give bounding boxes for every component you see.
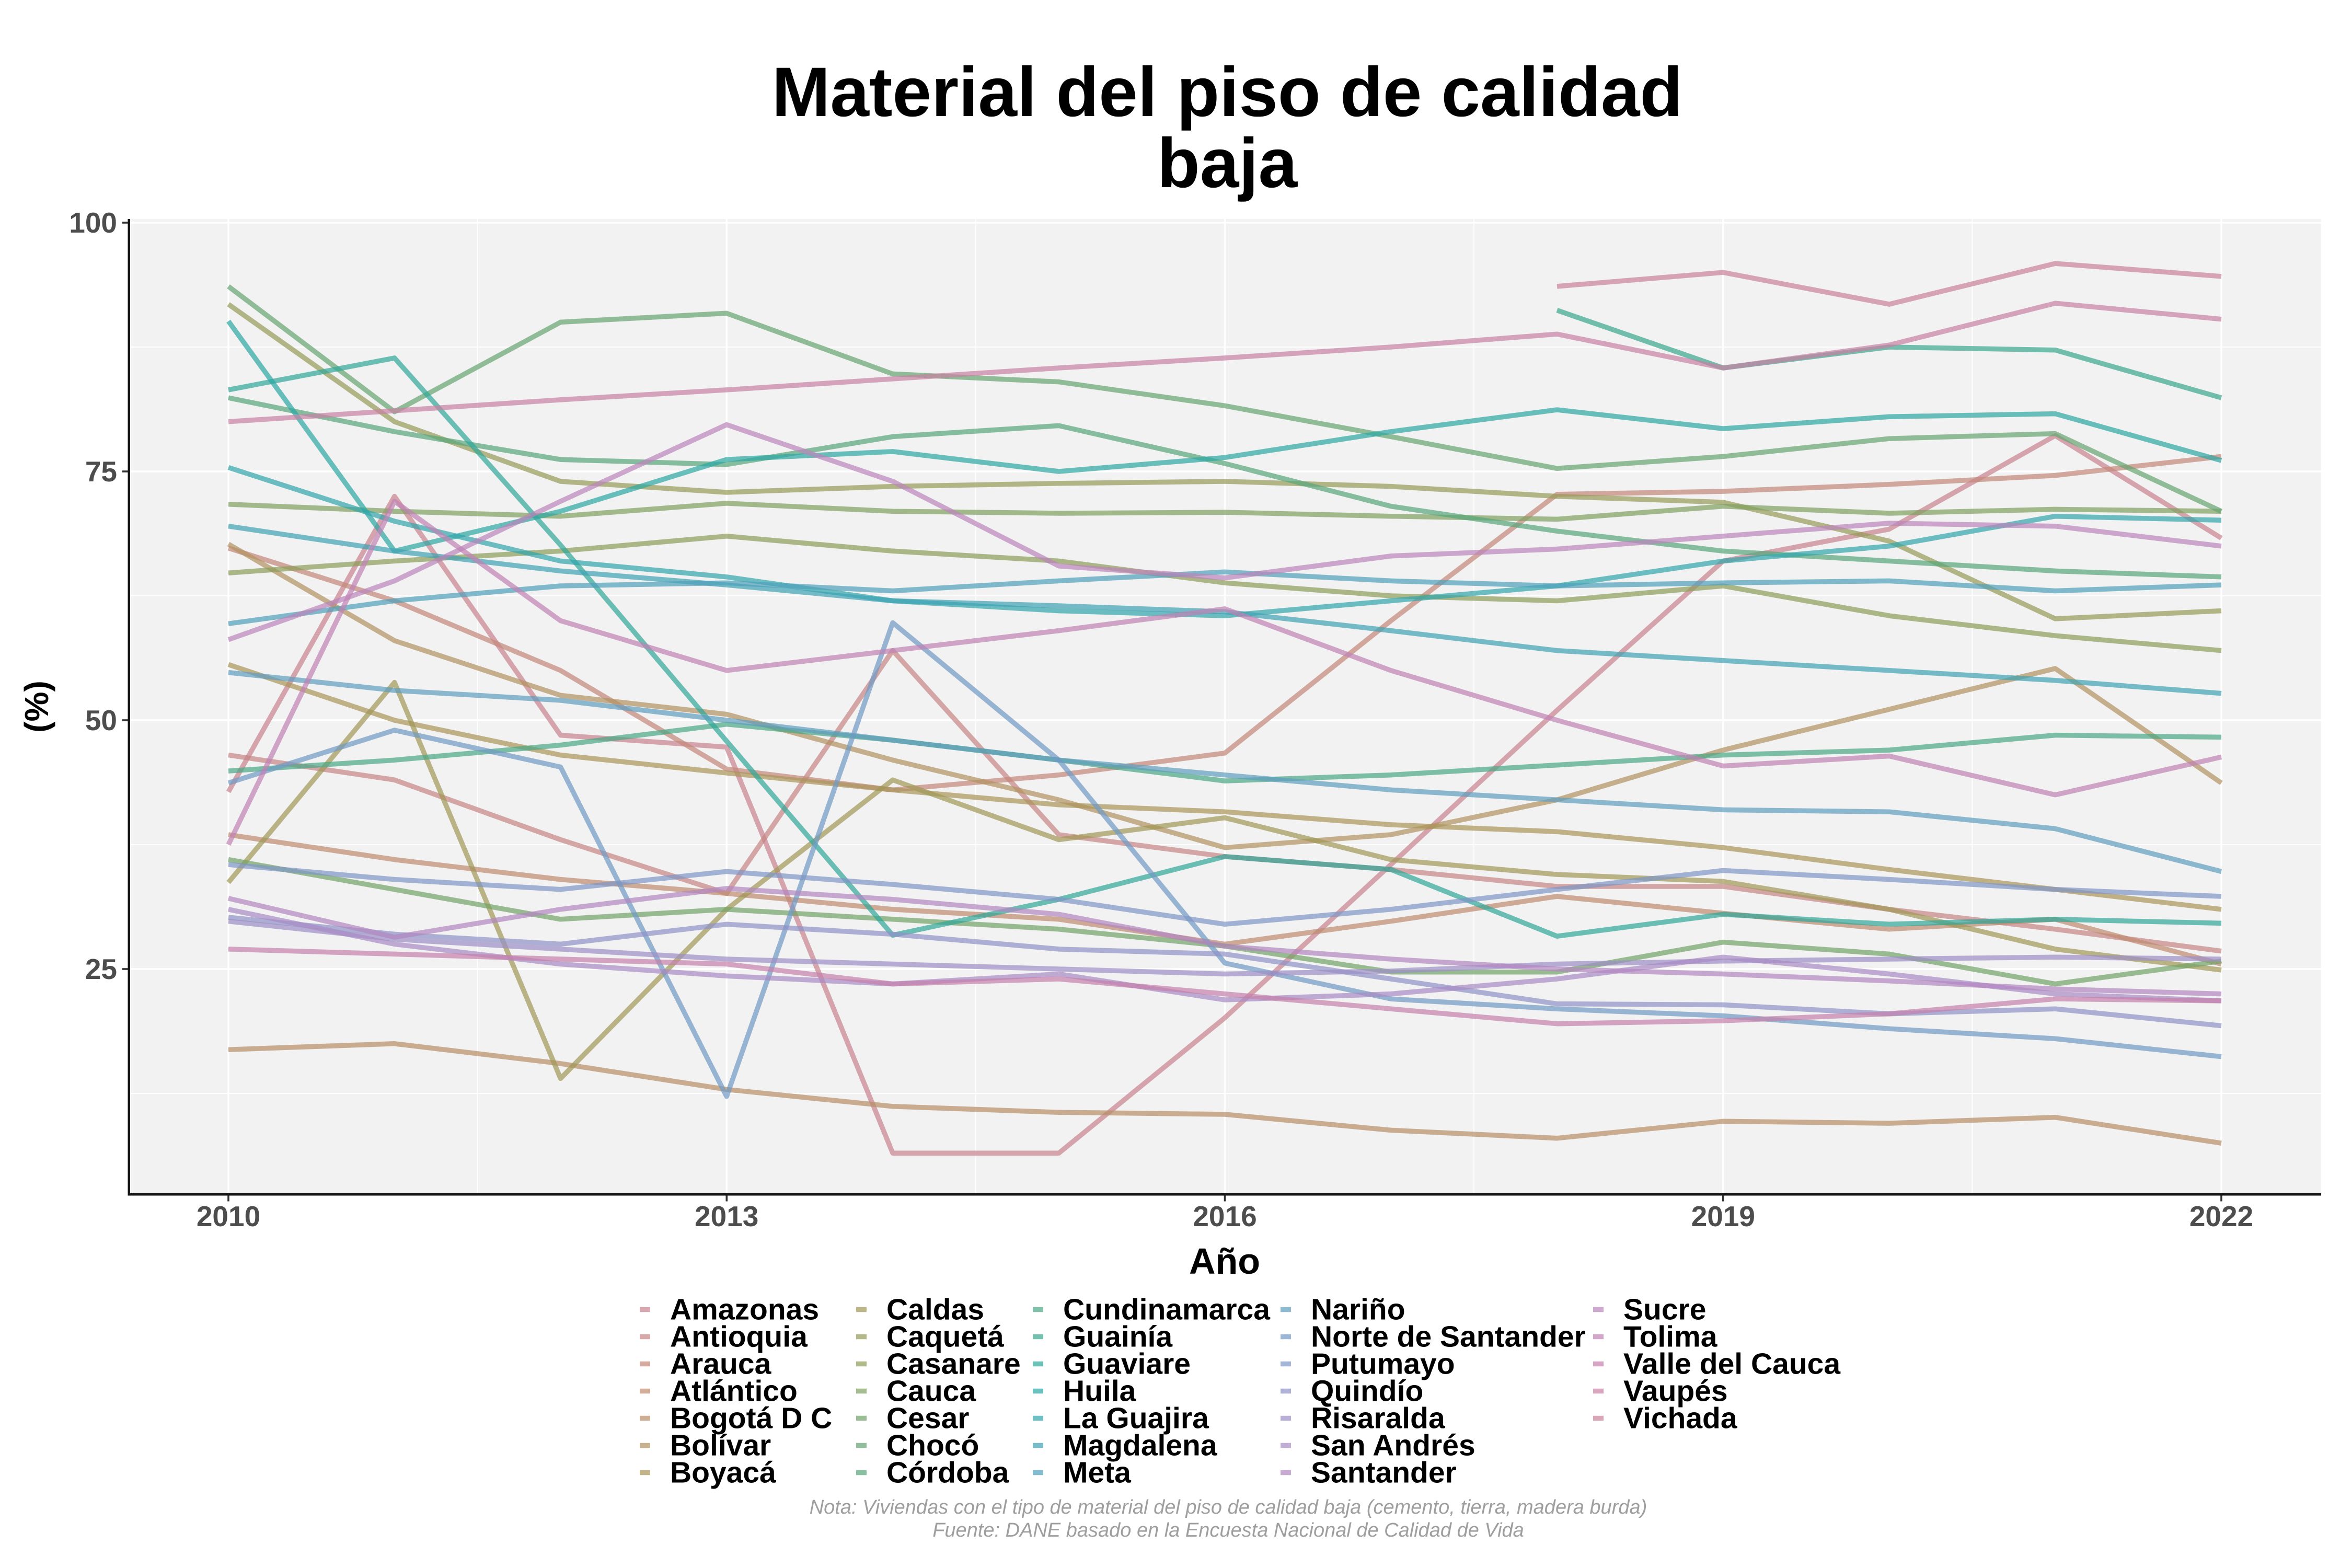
- svg-text:Atlántico: Atlántico: [670, 1375, 798, 1408]
- svg-text:Vaupés: Vaupés: [1623, 1375, 1728, 1408]
- svg-text:50: 50: [85, 704, 117, 736]
- svg-text:Caquetá: Caquetá: [886, 1320, 1004, 1354]
- svg-text:Cundinamarca: Cundinamarca: [1063, 1293, 1271, 1327]
- svg-text:La Guajira: La Guajira: [1063, 1402, 1209, 1435]
- svg-text:2013: 2013: [695, 1200, 758, 1232]
- svg-text:Nota: Viviendas con el tipo de: Nota: Viviendas con el tipo de material …: [810, 1496, 1647, 1518]
- svg-text:2022: 2022: [2189, 1200, 2253, 1232]
- svg-text:Meta: Meta: [1063, 1456, 1132, 1490]
- svg-text:Caldas: Caldas: [886, 1293, 984, 1327]
- svg-text:Amazonas: Amazonas: [670, 1293, 819, 1327]
- svg-text:2010: 2010: [197, 1200, 260, 1232]
- svg-text:Chocó: Chocó: [886, 1429, 979, 1462]
- svg-text:Cauca: Cauca: [886, 1375, 976, 1408]
- svg-text:2016: 2016: [1193, 1200, 1256, 1232]
- svg-text:Magdalena: Magdalena: [1063, 1429, 1218, 1462]
- svg-text:Antioquia: Antioquia: [670, 1320, 808, 1354]
- svg-text:Boyacá: Boyacá: [670, 1456, 776, 1490]
- svg-text:(%): (%): [18, 681, 55, 733]
- svg-text:Arauca: Arauca: [670, 1347, 772, 1381]
- svg-text:100: 100: [69, 206, 117, 239]
- svg-text:2019: 2019: [1691, 1200, 1755, 1232]
- svg-text:Nariño: Nariño: [1311, 1293, 1405, 1327]
- svg-text:Fuente: DANE basado en la Encu: Fuente: DANE basado en la Encuesta Nacio…: [932, 1519, 1524, 1541]
- svg-text:Tolima: Tolima: [1623, 1320, 1718, 1354]
- svg-text:San Andrés: San Andrés: [1311, 1429, 1475, 1462]
- svg-text:Risaralda: Risaralda: [1311, 1402, 1446, 1435]
- svg-text:25: 25: [85, 953, 117, 985]
- svg-text:Santander: Santander: [1311, 1456, 1457, 1490]
- svg-text:Huila: Huila: [1063, 1375, 1137, 1408]
- svg-text:Material del piso de calidad: Material del piso de calidad: [772, 53, 1683, 131]
- svg-text:Sucre: Sucre: [1623, 1293, 1706, 1327]
- svg-text:Año: Año: [1189, 1241, 1260, 1282]
- svg-text:Casanare: Casanare: [886, 1347, 1021, 1381]
- svg-text:Guaviare: Guaviare: [1063, 1347, 1191, 1381]
- svg-text:baja: baja: [1157, 124, 1298, 202]
- svg-text:Putumayo: Putumayo: [1311, 1347, 1455, 1381]
- svg-text:Norte de Santander: Norte de Santander: [1311, 1320, 1586, 1354]
- svg-text:Valle del Cauca: Valle del Cauca: [1623, 1347, 1841, 1381]
- svg-text:Córdoba: Córdoba: [886, 1456, 1010, 1490]
- svg-text:Bolívar: Bolívar: [670, 1429, 771, 1462]
- svg-text:Cesar: Cesar: [886, 1402, 969, 1435]
- svg-text:Vichada: Vichada: [1623, 1402, 1738, 1435]
- svg-text:Quindío: Quindío: [1311, 1375, 1423, 1408]
- svg-text:Guainía: Guainía: [1063, 1320, 1173, 1354]
- svg-text:Bogotá D C: Bogotá D C: [670, 1402, 832, 1435]
- svg-text:75: 75: [85, 455, 117, 488]
